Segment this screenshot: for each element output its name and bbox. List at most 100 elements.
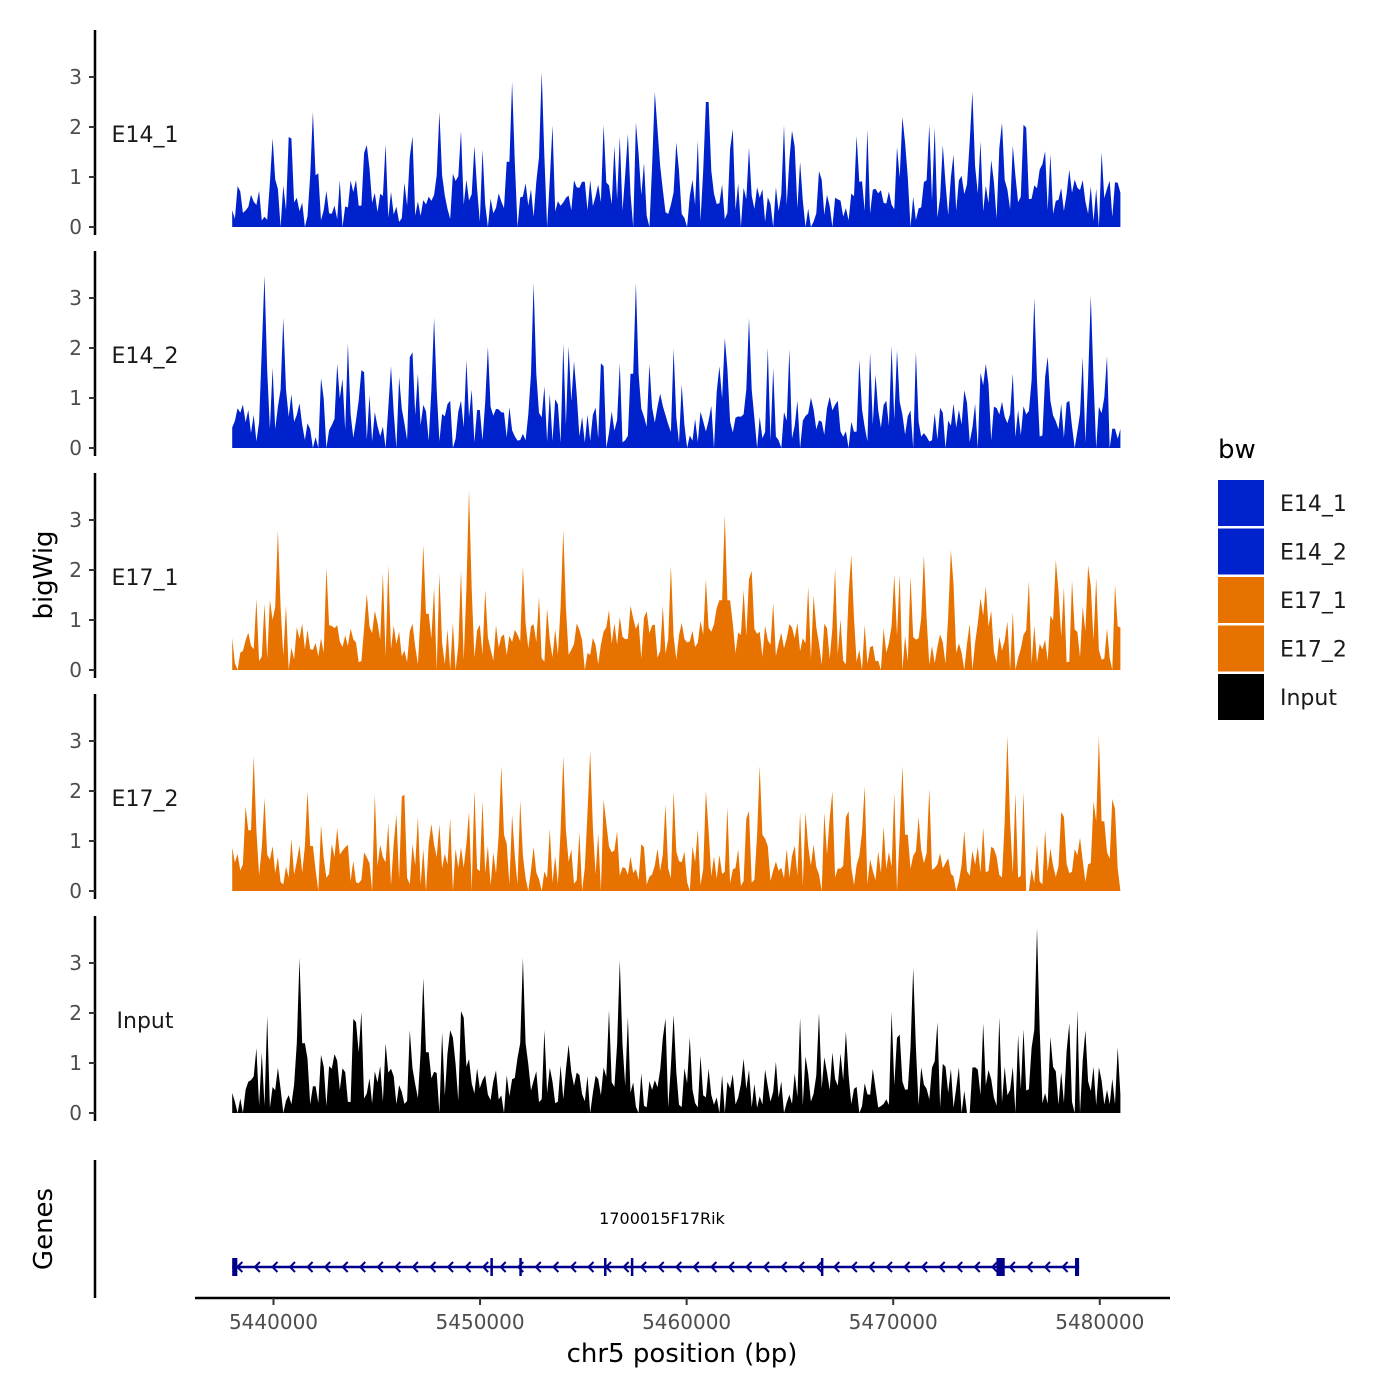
strand-arrow — [868, 1261, 876, 1273]
strand-arrow — [920, 1261, 928, 1273]
strand-arrow — [499, 1261, 507, 1273]
signal-area-Input — [232, 928, 1121, 1113]
signal-area-E14_2 — [232, 275, 1121, 448]
gene-exon — [519, 1258, 522, 1276]
legend-key-Input — [1218, 674, 1264, 720]
y-tick-label: 1 — [69, 1051, 82, 1075]
strand-arrow — [358, 1261, 366, 1273]
gene-exon — [996, 1258, 1005, 1276]
strand-arrow — [762, 1261, 770, 1273]
strand-arrow — [376, 1261, 384, 1273]
y-tick-label: 1 — [69, 386, 82, 410]
strand-arrow — [288, 1261, 296, 1273]
genes-track-title: Genes — [29, 1188, 59, 1270]
x-tick-label: 5440000 — [229, 1310, 318, 1334]
legend-label-Input: Input — [1280, 686, 1337, 711]
strand-arrow — [1043, 1261, 1051, 1273]
legend-key-E14_1 — [1218, 480, 1264, 526]
strand-arrow — [797, 1261, 805, 1273]
gene-exon — [820, 1258, 824, 1276]
y-tick-label: 0 — [69, 658, 82, 682]
strand-arrow — [341, 1261, 349, 1273]
legend-label-E14_2: E14_2 — [1280, 541, 1347, 566]
strand-arrow — [815, 1261, 823, 1273]
strand-arrow — [271, 1261, 279, 1273]
strand-arrow — [1026, 1261, 1034, 1273]
strand-arrow — [832, 1261, 841, 1273]
strand-arrow — [534, 1261, 542, 1273]
strand-arrow — [745, 1261, 753, 1273]
legend-label-E17_1: E17_1 — [1280, 589, 1347, 614]
legend-label-E14_1: E14_1 — [1280, 492, 1347, 517]
legend-label-E17_2: E17_2 — [1280, 638, 1347, 663]
signal-area-E17_1 — [232, 490, 1121, 670]
y-tick-label: 2 — [69, 558, 82, 582]
strand-arrow — [710, 1261, 718, 1273]
legend-key-E17_1 — [1218, 577, 1264, 623]
y-axis-title: bigWig — [29, 530, 59, 619]
strand-arrow — [587, 1261, 595, 1273]
legend-title: bw — [1218, 435, 1256, 465]
track-label: E17_1 — [112, 566, 179, 591]
strand-arrow — [551, 1261, 560, 1273]
y-tick-label: 2 — [69, 779, 82, 803]
strand-arrow — [481, 1261, 489, 1273]
y-tick-label: 3 — [69, 508, 82, 532]
y-tick-label: 1 — [69, 608, 82, 632]
track-label: E14_2 — [112, 344, 179, 369]
track-label: E14_1 — [112, 123, 179, 148]
track-label: E17_2 — [112, 787, 179, 812]
gene-exon — [604, 1258, 607, 1276]
track-E17_2: 0 1 2 3 E17_2 — [69, 694, 1121, 903]
gene-exon — [232, 1258, 238, 1276]
y-tick-label: 0 — [69, 215, 82, 239]
y-tick-label: 3 — [69, 286, 82, 310]
strand-arrow — [955, 1261, 963, 1273]
legend-key-E14_2 — [1218, 528, 1264, 575]
strand-arrow — [464, 1261, 472, 1273]
x-tick-label: 5450000 — [436, 1310, 525, 1334]
signal-area-E14_1 — [232, 72, 1121, 227]
y-tick-label: 0 — [69, 879, 82, 903]
y-tick-label: 1 — [69, 165, 82, 189]
track-E14_1: 0 1 2 3 E14_1 — [69, 30, 1121, 239]
track-label: Input — [117, 1009, 174, 1034]
strand-arrow — [253, 1261, 261, 1273]
gene-exon — [490, 1258, 493, 1276]
y-tick-label: 0 — [69, 436, 82, 460]
track-E14_2: 0 1 2 3 E14_2 — [69, 251, 1121, 460]
strand-arrow — [657, 1261, 665, 1273]
x-tick-label: 5460000 — [642, 1310, 731, 1334]
gene-name-label: 1700015F17Rik — [599, 1209, 725, 1228]
y-tick-label: 3 — [69, 951, 82, 975]
track-E17_1: 0 1 2 3 E17_1 — [69, 473, 1121, 682]
legend: bw E14_1 E14_2 E17_1 E17_2 Input — [1218, 435, 1347, 720]
strand-arrow — [1008, 1261, 1016, 1273]
strand-arrow — [938, 1261, 946, 1273]
bigwig-tracks: 0 1 2 3 E14_1 0 1 2 3 E14_2 0 1 2 3 E17_1 0 1 2 3 E17_2 0 1 2 3… — [69, 30, 1121, 1125]
y-tick-label: 2 — [69, 1001, 82, 1025]
strand-arrow — [411, 1261, 419, 1273]
strand-arrow — [639, 1261, 647, 1273]
genes-track: Genes 1700015F17Rik — [29, 1160, 1080, 1298]
strand-arrow — [780, 1261, 788, 1273]
y-tick-label: 3 — [69, 729, 82, 753]
strand-arrow — [903, 1261, 911, 1273]
signal-area-E17_2 — [232, 736, 1121, 891]
gene-exon — [1074, 1258, 1080, 1276]
strand-arrow — [692, 1261, 700, 1273]
strand-arrow — [306, 1261, 314, 1273]
strand-arrow — [727, 1261, 735, 1273]
y-tick-label: 3 — [69, 65, 82, 89]
x-tick-label: 5480000 — [1055, 1310, 1144, 1334]
legend-key-E17_2 — [1218, 625, 1264, 672]
strand-arrow — [569, 1261, 577, 1273]
strand-arrow — [446, 1261, 454, 1273]
gene-exon — [630, 1258, 634, 1276]
strand-arrow — [674, 1261, 683, 1273]
strand-arrow — [885, 1261, 893, 1273]
x-axis-title: chr5 position (bp) — [567, 1339, 798, 1369]
track-Input: 0 1 2 3 Input — [69, 916, 1121, 1125]
strand-arrow — [393, 1261, 402, 1273]
